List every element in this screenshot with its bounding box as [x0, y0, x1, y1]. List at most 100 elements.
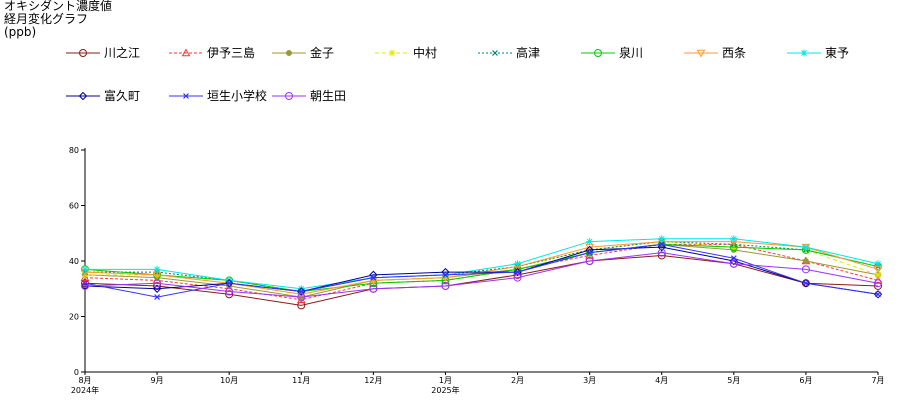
legend-label: 東予	[825, 46, 850, 60]
data-point	[370, 274, 377, 281]
series-富久町	[80, 242, 883, 299]
data-point	[730, 255, 737, 262]
legend-label: 伊予三島	[207, 46, 256, 60]
legend-swatch-marker	[388, 49, 396, 57]
chart-title-block: オキシダント濃度値 経月変化グラフ (ppb)	[4, 0, 112, 39]
legend-swatch	[581, 49, 615, 57]
data-point	[729, 259, 738, 268]
data-point	[586, 249, 593, 256]
data-point	[369, 284, 378, 293]
data-point	[730, 235, 738, 243]
data-point	[153, 281, 162, 290]
data-point	[513, 273, 522, 282]
chart-unit-label: (ppb)	[4, 25, 37, 39]
data-point	[225, 290, 234, 299]
data-point	[802, 243, 810, 251]
legend-swatch	[787, 49, 821, 57]
data-point	[297, 301, 306, 310]
data-point	[153, 265, 161, 273]
legend-swatch-marker	[183, 93, 189, 99]
legend-swatch-marker	[696, 49, 706, 58]
legend-label: 朝生田	[310, 89, 347, 103]
data-point	[81, 265, 89, 273]
x-tick-label: 11月	[292, 376, 310, 385]
data-point	[514, 260, 522, 268]
x-tick-label: 2月	[511, 376, 524, 385]
legend-swatch-marker	[594, 49, 602, 57]
data-point	[729, 243, 738, 252]
y-tick-label: 80	[69, 146, 79, 155]
data-point	[298, 288, 305, 295]
legend-label: 西条	[722, 46, 747, 60]
legend-swatch	[272, 50, 306, 56]
legend-label: 垣生小学校	[207, 89, 268, 103]
x-tick-label: 1月	[439, 376, 452, 385]
legend-label: 高津	[516, 46, 541, 60]
data-point	[874, 281, 882, 290]
legend-label: 川之江	[104, 46, 141, 60]
legend-label: 中村	[413, 46, 438, 60]
x-tick-year-label: 2025年	[431, 385, 459, 395]
series-垣生小学校	[82, 241, 881, 300]
data-point	[297, 287, 306, 296]
legend-swatch	[169, 93, 203, 99]
data-point	[153, 279, 162, 288]
legend-swatch-marker	[285, 92, 293, 100]
data-point	[802, 258, 809, 264]
data-point	[657, 251, 666, 260]
x-tick-label: 5月	[727, 376, 740, 385]
data-point	[225, 276, 233, 284]
data-point	[297, 285, 305, 293]
legend-swatch	[169, 48, 203, 57]
legend-swatch-marker	[286, 50, 292, 56]
data-point	[874, 271, 882, 279]
x-tick-label: 8月	[78, 376, 91, 385]
chart-title-line1: オキシダント濃度値	[4, 0, 113, 13]
x-tick-label: 10月	[220, 376, 238, 385]
chart-title-line2: 経月変化グラフ	[4, 12, 89, 26]
legend-label: 金子	[310, 46, 335, 60]
y-tick-label: 20	[69, 313, 79, 322]
legend-swatch-marker	[181, 48, 191, 57]
legend-label: 富久町	[104, 89, 141, 103]
data-point	[224, 278, 234, 288]
y-tick-label: 60	[69, 202, 79, 211]
series-line	[85, 241, 879, 295]
data-point	[873, 290, 883, 299]
data-point	[297, 293, 306, 302]
x-tick-label: 4月	[655, 376, 668, 385]
legend-swatch	[66, 91, 100, 101]
x-tick-label: 6月	[799, 376, 812, 385]
series-line	[84, 254, 879, 306]
data-point	[82, 280, 88, 287]
data-point	[802, 280, 809, 287]
data-point	[801, 265, 810, 274]
legend-swatch-marker	[800, 49, 808, 57]
data-point	[585, 257, 594, 265]
data-point	[513, 267, 522, 277]
data-point	[514, 269, 521, 276]
data-point	[875, 291, 881, 298]
x-tick-label: 7月	[871, 376, 884, 385]
data-point	[657, 248, 666, 257]
legend-swatch	[375, 49, 409, 57]
series-line	[84, 243, 879, 298]
legend-swatch-marker	[492, 50, 498, 56]
data-point	[441, 281, 450, 290]
x-tick-label: 12月	[364, 376, 382, 385]
data-point	[226, 280, 233, 287]
series-朝生田	[81, 248, 882, 302]
y-tick-label: 0	[74, 368, 79, 377]
series-line	[85, 238, 879, 290]
series-line	[84, 252, 879, 298]
data-point	[81, 281, 89, 290]
legend-swatch-marker	[79, 49, 87, 57]
x-tick-label: 9月	[151, 376, 164, 385]
data-point	[586, 238, 594, 246]
data-point	[874, 260, 882, 268]
data-point	[442, 271, 449, 278]
series-line	[84, 241, 879, 295]
data-point	[225, 287, 234, 296]
data-point	[658, 235, 666, 243]
